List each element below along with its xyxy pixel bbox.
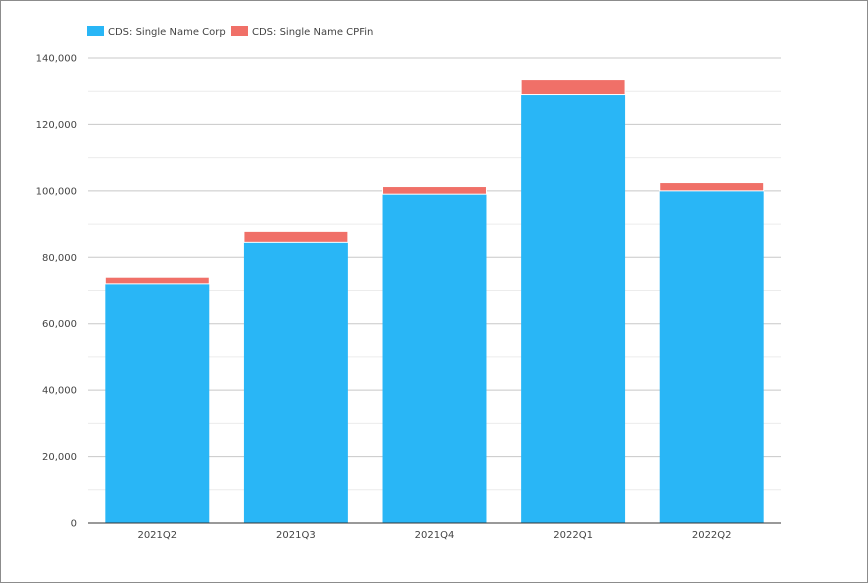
bar-segment-corp (243, 242, 348, 523)
bar-segment-corp (659, 190, 764, 523)
legend-swatch-cpfin (231, 26, 248, 36)
bar-segment-corp (105, 283, 210, 523)
axes: 0 20,000 40,000 60,000 80,000 100,000 120,000 1… (36, 54, 781, 541)
bar-segment-corp (382, 194, 487, 523)
y-tick-label: 120,000 (36, 120, 77, 131)
y-tick-label: 20,000 (42, 452, 77, 463)
y-tick-label: 40,000 (42, 386, 77, 397)
bar-segment-cpfin (382, 186, 487, 195)
bar-segment-cpfin (520, 79, 626, 96)
bar-segment-cpfin (104, 276, 210, 285)
bar-segment-corp (521, 94, 626, 524)
x-tick-label: 2021Q3 (276, 530, 316, 541)
bar-segment-cpfin (659, 182, 765, 192)
y-tick-label: 140,000 (36, 54, 77, 65)
legend-label-corp: CDS: Single Name Corp (108, 27, 226, 38)
legend-swatch-corp (87, 26, 104, 36)
y-tick-label: 60,000 (42, 319, 77, 330)
x-tick-label: 2022Q1 (553, 530, 593, 541)
x-tick-label: 2021Q2 (137, 530, 177, 541)
y-tick-label: 100,000 (36, 186, 77, 197)
bar-segment-cpfin (243, 230, 349, 243)
x-tick-label: 2021Q4 (415, 530, 455, 541)
y-tick-label: 80,000 (42, 253, 77, 264)
x-tick-label: 2022Q2 (692, 530, 732, 541)
legend: CDS: Single Name Corp CDS: Single Name C… (87, 26, 373, 38)
legend-label-cpfin: CDS: Single Name CPFin (252, 27, 373, 38)
bars (104, 79, 765, 524)
y-tick-label: 0 (71, 519, 77, 530)
